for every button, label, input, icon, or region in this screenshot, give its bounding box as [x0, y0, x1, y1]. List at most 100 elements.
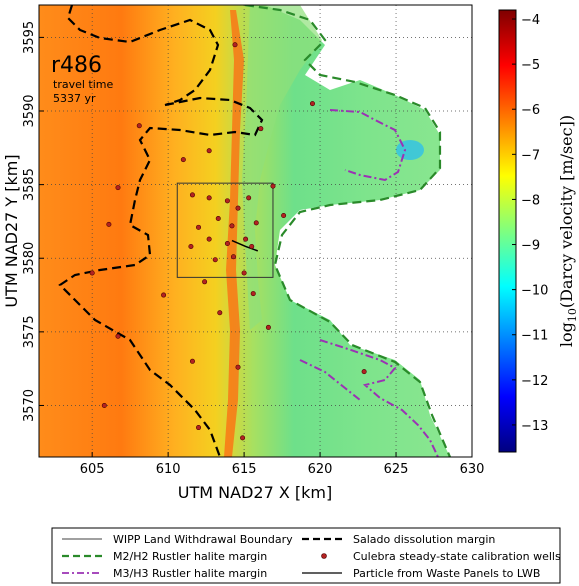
x-tick-label: 620	[308, 462, 333, 477]
calibration-well	[202, 279, 208, 285]
travel-time-value: 5337 yr	[53, 92, 96, 105]
colorbar-label-main: log	[557, 322, 576, 347]
calibration-well	[180, 157, 186, 163]
colorbar-tick-label: −6	[521, 103, 540, 118]
wipp-land-withdrawal-boundary	[176, 182, 274, 278]
travel-time-label: travel time	[53, 78, 113, 91]
plot-area: r486 travel time 5337 yr	[38, 4, 473, 458]
calibration-well	[224, 198, 230, 204]
legend-label: M3/H3 Rustler halite margin	[113, 567, 267, 580]
calibration-well	[361, 369, 367, 375]
y-tick-label: 3575	[22, 315, 37, 348]
colorbar-tick-label: −9	[521, 239, 540, 254]
y-axis-label: UTM NAD27 Y [km]	[2, 154, 21, 307]
gridlines	[39, 5, 472, 457]
salado-dissolution-margin	[58, 5, 264, 457]
y-tick-label: 3580	[22, 242, 37, 275]
calibration-well	[115, 185, 121, 191]
legend-label: M2/H2 Rustler halite margin	[113, 550, 267, 563]
calibration-well	[196, 425, 202, 431]
calibration-well	[246, 195, 252, 201]
calibration-well	[235, 205, 241, 211]
calibration-well	[89, 270, 95, 276]
calibration-well	[265, 324, 271, 330]
y-tick-label: 3590	[22, 94, 37, 127]
run-id-label: r486	[51, 53, 102, 78]
x-tick-label: 610	[156, 462, 181, 477]
colorbar-tick-label: −8	[521, 193, 540, 208]
calibration-well	[206, 195, 212, 201]
x-tick-label: 615	[232, 462, 257, 477]
y-tick-label: 3595	[22, 21, 37, 54]
calibration-well	[309, 101, 315, 107]
y-tick-label: 3570	[22, 389, 37, 422]
colorbar-label-sub: 10	[566, 308, 579, 322]
calibration-well	[196, 224, 202, 230]
calibration-well	[101, 402, 107, 408]
calibration-well	[206, 236, 212, 242]
calibration-wells	[89, 42, 367, 441]
x-axis-label: UTM NAD27 X [km]	[178, 483, 332, 502]
legend-label: Culebra steady-state calibration wells	[353, 550, 561, 563]
legend-frame	[51, 527, 561, 584]
colorbar-tick-label: −13	[521, 419, 548, 434]
calibration-well	[258, 126, 264, 132]
calibration-well	[217, 310, 223, 316]
calibration-well	[206, 148, 212, 154]
calibration-well	[281, 213, 287, 219]
calibration-well	[240, 435, 246, 441]
x-tick-label: 625	[384, 462, 409, 477]
y-tick-label: 3585	[22, 168, 37, 201]
legend: WIPP Land Withdrawal Boundary Salado diss…	[51, 527, 561, 584]
legend-label: Particle from Waste Panels to LWB	[353, 567, 540, 580]
colorbar-tick-label: −4	[521, 13, 540, 28]
calibration-well	[250, 291, 256, 297]
calibration-well	[224, 241, 230, 247]
colorbar-gradient	[498, 9, 517, 453]
calibration-well	[232, 42, 238, 48]
calibration-well	[270, 183, 276, 189]
calibration-well	[243, 236, 249, 242]
calibration-well	[235, 364, 241, 370]
calibration-well	[229, 223, 235, 229]
particle-path	[231, 239, 259, 252]
calibration-well	[136, 123, 142, 129]
calibration-well	[115, 333, 121, 339]
calibration-well	[212, 257, 218, 263]
m2h2-halite-margin	[244, 5, 452, 457]
m3h3-halite-margin	[299, 109, 439, 457]
velocity-field-main	[39, 5, 450, 457]
calibration-well	[241, 270, 247, 276]
x-tick-label: 605	[80, 462, 105, 477]
colorbar-label: log10(Darcy velocity [m/sec])	[557, 115, 579, 347]
calibration-well	[230, 254, 236, 260]
legend-sample	[321, 553, 327, 559]
colorbar-tick-label: −11	[521, 329, 548, 344]
x-axis-ticks: 605 610 615 620 625 630	[80, 452, 485, 477]
legend-label: WIPP Land Withdrawal Boundary	[113, 533, 293, 546]
velocity-field-band-green	[242, 5, 322, 330]
calibration-well	[215, 215, 221, 221]
calibration-well	[106, 221, 112, 227]
velocity-field-low-spot	[396, 140, 424, 160]
colorbar: −13 −12 −11 −10 −9 −8 −7 −6 −5 −4 log10(Darcy vel…	[498, 9, 579, 453]
colorbar-tick-label: −5	[521, 58, 540, 73]
plot-frame	[38, 4, 473, 458]
legend-label: Salado dissolution margin	[353, 533, 495, 546]
colorbar-label-rest: (Darcy velocity [m/sec])	[557, 115, 576, 308]
colorbar-tick-label: −7	[521, 148, 540, 163]
calibration-well	[161, 292, 167, 298]
velocity-field-channel	[224, 10, 244, 457]
colorbar-tick-label: −10	[521, 284, 548, 299]
colorbar-tick-label: −12	[521, 374, 548, 389]
calibration-well	[189, 192, 195, 198]
x-tick-label: 630	[460, 462, 485, 477]
legend-items: WIPP Land Withdrawal Boundary Salado diss…	[62, 533, 561, 580]
y-axis-ticks: 3570 3575 3580 3585 3590 3595	[22, 21, 44, 422]
calibration-well	[188, 243, 194, 249]
calibration-well	[189, 358, 195, 364]
calibration-well	[249, 243, 255, 249]
colorbar-ticks: −13 −12 −11 −10 −9 −8 −7 −6 −5 −4	[512, 13, 548, 434]
calibration-well	[253, 220, 259, 226]
